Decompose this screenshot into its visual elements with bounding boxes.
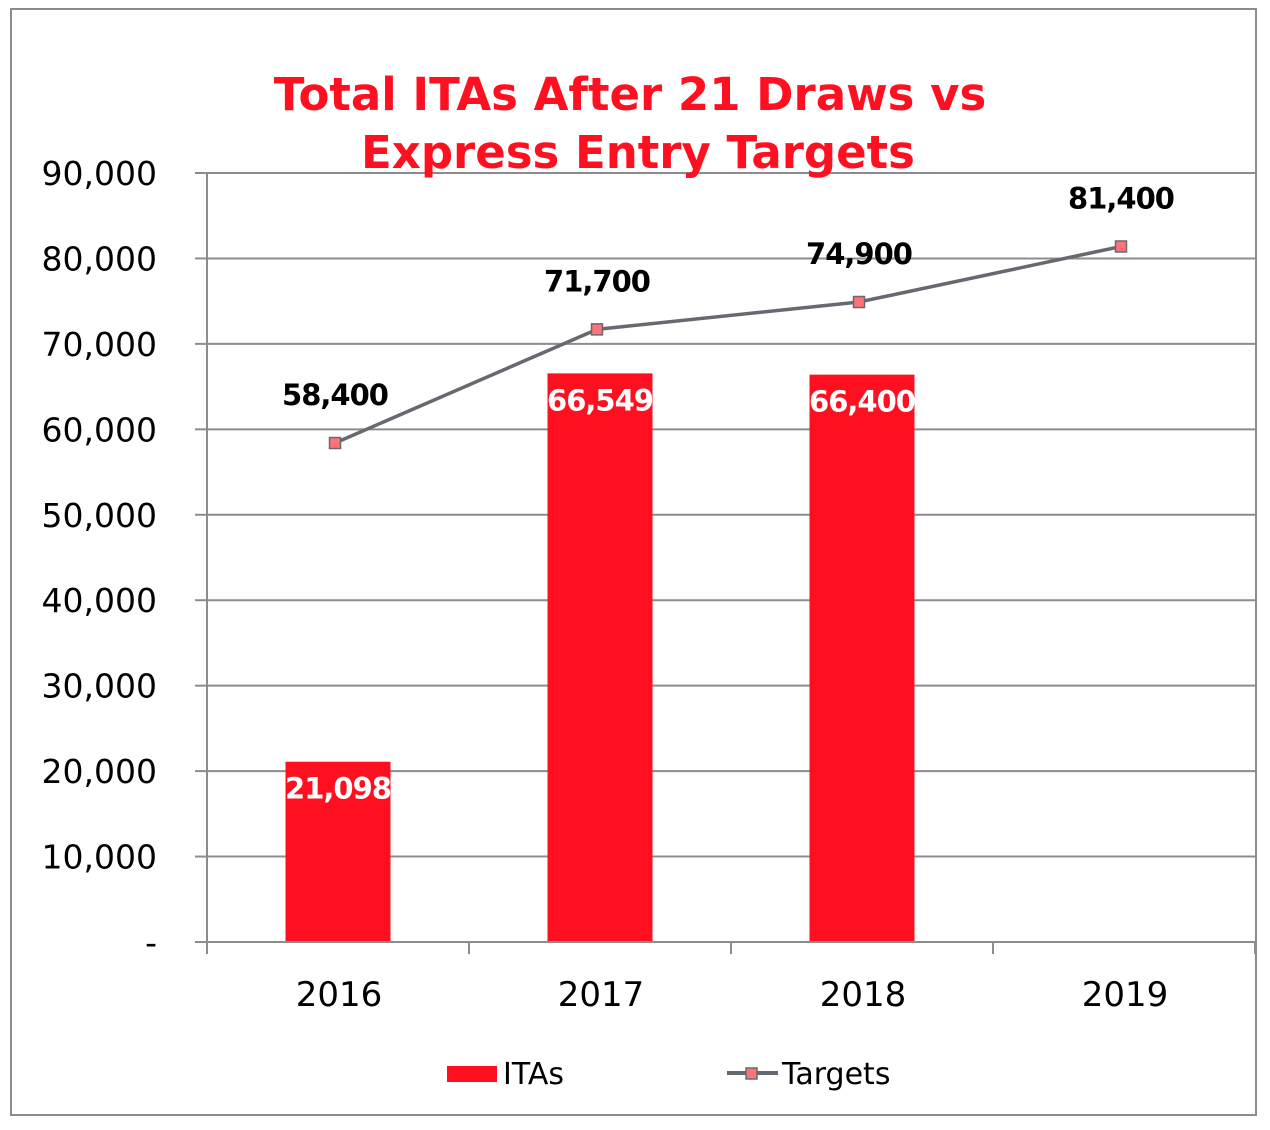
bar-itas-2018 (809, 374, 915, 942)
x-tick-label: 2019 (1082, 975, 1169, 1015)
legend-label-itas: ITAs (503, 1057, 564, 1092)
legend: ITAs Targets (447, 1057, 890, 1092)
targets-marker-2018 (852, 295, 866, 309)
targets-label-2016: 58,400 (282, 378, 388, 412)
y-tick-label: 50,000 (42, 496, 157, 535)
bar-itas-2016 (285, 761, 391, 942)
y-tick-label: 30,000 (42, 667, 157, 706)
y-tick-label: 60,000 (42, 410, 157, 449)
y-tick-label: 40,000 (42, 581, 157, 620)
chart-title-line-2: Express Entry Targets (361, 126, 915, 179)
y-tick-label: 80,000 (42, 239, 157, 278)
targets-label-2017: 71,700 (544, 264, 650, 298)
chart-title-line-1: Total ITAs After 21 Draws vs (274, 68, 986, 121)
axes: - 10,000 20,000 30,000 40,000 50,000 60,000 70,… (42, 154, 1256, 1015)
targets-label-2019: 81,400 (1068, 181, 1174, 215)
x-tick-label: 2016 (296, 975, 383, 1015)
x-tick-label: 2018 (820, 975, 907, 1015)
y-tick-label: 70,000 (42, 325, 157, 364)
legend-swatch-itas (447, 1066, 497, 1082)
targets-line (328, 240, 1128, 450)
targets-line-path (334, 244, 1122, 445)
bar-itas-2017 (547, 373, 653, 943)
bars (285, 373, 915, 943)
legend-label-targets: Targets (781, 1057, 890, 1092)
data-labels: 21,098 66,549 66,400 58,400 71,700 74,900 81,4… (282, 181, 1175, 806)
chart-title: Total ITAs After 21 Draws vs Express Ent… (274, 68, 986, 179)
targets-marker-2019 (1114, 240, 1128, 253)
targets-marker-2017 (590, 323, 604, 336)
targets-label-2018: 74,900 (806, 237, 912, 271)
x-tick-label: 2017 (558, 975, 645, 1015)
bar-label-itas-2016: 21,098 (285, 772, 391, 806)
y-tick-label: - (145, 923, 157, 962)
y-tick-label: 20,000 (42, 752, 157, 791)
bar-label-itas-2018: 66,400 (809, 385, 915, 419)
y-tick-label: 90,000 (42, 154, 157, 193)
legend-marker-targets (745, 1067, 758, 1080)
bar-label-itas-2017: 66,549 (547, 383, 653, 417)
y-tick-label: 10,000 (42, 838, 157, 877)
targets-marker-2016 (328, 436, 342, 450)
gridlines (207, 172, 1255, 858)
